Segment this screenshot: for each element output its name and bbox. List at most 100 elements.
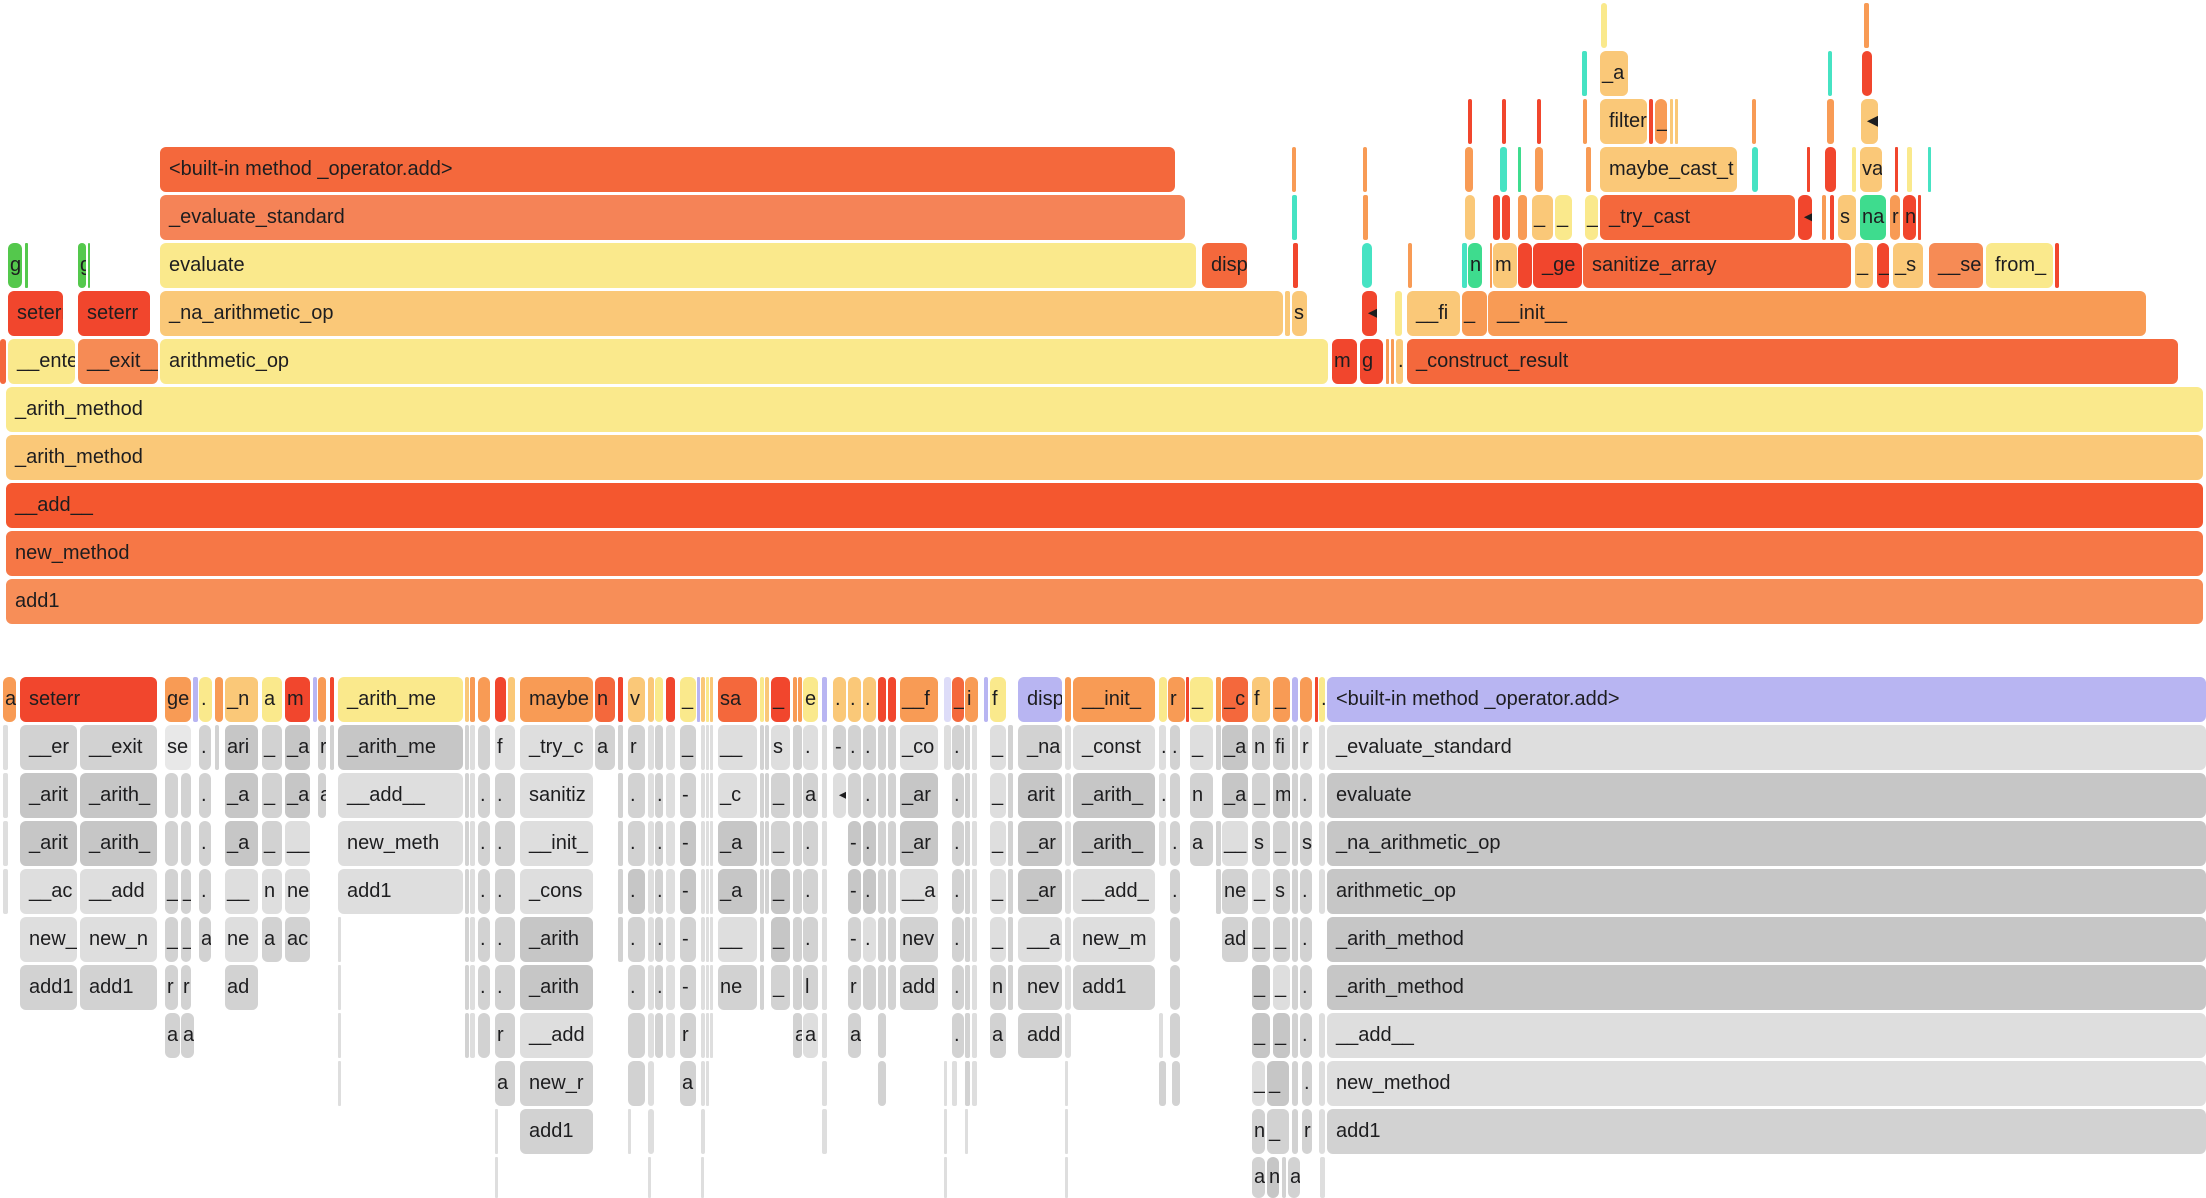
frame-block[interactable]: r bbox=[628, 725, 645, 770]
frame-block[interactable] bbox=[1583, 99, 1587, 144]
frame-block[interactable]: _arith_ bbox=[80, 773, 157, 818]
frame-block[interactable] bbox=[1319, 1013, 1325, 1058]
frame-block[interactable] bbox=[706, 677, 709, 722]
frame-block[interactable] bbox=[648, 965, 654, 1010]
frame-block[interactable]: . bbox=[1170, 869, 1180, 914]
frame-block[interactable] bbox=[1065, 1013, 1071, 1058]
frame-block[interactable]: . bbox=[952, 773, 964, 818]
frame-block[interactable] bbox=[793, 965, 802, 1010]
frame-block[interactable] bbox=[1518, 147, 1521, 192]
frame-block[interactable]: . bbox=[952, 869, 964, 914]
frame-block[interactable]: v bbox=[628, 677, 645, 722]
frame-block[interactable] bbox=[338, 1013, 341, 1058]
frame-block[interactable]: . bbox=[478, 917, 490, 962]
frame-block[interactable]: _a bbox=[1222, 773, 1248, 818]
frame-block[interactable]: . bbox=[628, 965, 645, 1010]
frame-block[interactable] bbox=[1862, 51, 1872, 96]
frame-block[interactable]: f bbox=[1252, 677, 1270, 722]
frame-block[interactable] bbox=[822, 965, 827, 1010]
frame-block[interactable] bbox=[1216, 725, 1221, 770]
frame-block[interactable] bbox=[888, 725, 896, 770]
frame-block[interactable]: _ bbox=[1273, 1013, 1290, 1058]
frame-block[interactable]: _a bbox=[1222, 725, 1248, 770]
frame-block[interactable]: __exit bbox=[80, 725, 157, 770]
frame-block[interactable] bbox=[618, 869, 623, 914]
frame-block[interactable] bbox=[1807, 147, 1810, 192]
frame-block[interactable]: _ar bbox=[1018, 821, 1062, 866]
frame-block[interactable]: _ bbox=[771, 917, 790, 962]
frame-block[interactable]: . bbox=[952, 821, 964, 866]
frame-block[interactable]: _arith_ bbox=[1073, 773, 1155, 818]
frame-block[interactable] bbox=[1822, 195, 1826, 240]
frame-block[interactable] bbox=[465, 965, 469, 1010]
frame-block[interactable] bbox=[618, 725, 623, 770]
frame-block[interactable] bbox=[701, 1061, 705, 1106]
frame-block[interactable] bbox=[848, 773, 861, 818]
frame-block[interactable]: _ bbox=[181, 917, 191, 962]
frame-block[interactable] bbox=[706, 773, 709, 818]
frame-block[interactable]: . bbox=[952, 917, 964, 962]
frame-block[interactable]: a bbox=[990, 1013, 1006, 1058]
frame-block[interactable] bbox=[760, 725, 764, 770]
frame-block[interactable]: __ bbox=[225, 869, 258, 914]
frame-block[interactable] bbox=[1065, 965, 1071, 1010]
frame-block[interactable] bbox=[972, 821, 977, 866]
frame-block[interactable]: n bbox=[1190, 773, 1213, 818]
frame-block[interactable] bbox=[1500, 147, 1507, 192]
frame-block[interactable] bbox=[628, 1013, 645, 1058]
frame-block[interactable] bbox=[470, 917, 475, 962]
frame-block[interactable]: _ bbox=[1252, 1061, 1265, 1106]
frame-block[interactable] bbox=[701, 965, 705, 1010]
frame-block[interactable] bbox=[1170, 917, 1180, 962]
frame-block[interactable] bbox=[793, 725, 802, 770]
frame-block[interactable] bbox=[822, 821, 827, 866]
frame-block[interactable] bbox=[1586, 147, 1591, 192]
frame-block[interactable] bbox=[952, 1061, 957, 1106]
frame-block[interactable] bbox=[965, 773, 970, 818]
frame-block[interactable]: . bbox=[803, 917, 818, 962]
frame-block[interactable] bbox=[793, 917, 802, 962]
frame-block[interactable] bbox=[1172, 1061, 1180, 1106]
frame-block[interactable] bbox=[628, 1061, 645, 1106]
frame-block[interactable]: _ bbox=[1273, 965, 1290, 1010]
frame-block[interactable] bbox=[760, 677, 764, 722]
frame-block[interactable]: _ bbox=[1252, 1013, 1270, 1058]
frame-block[interactable]: se bbox=[165, 725, 191, 770]
frame-block[interactable] bbox=[618, 677, 623, 722]
frame-block[interactable] bbox=[1518, 243, 1532, 288]
frame-block[interactable]: _ bbox=[771, 773, 790, 818]
frame-block[interactable]: _arith bbox=[520, 965, 593, 1010]
frame-block[interactable]: _ bbox=[1273, 821, 1290, 866]
frame-block[interactable] bbox=[1065, 1109, 1068, 1154]
frame-block[interactable]: . bbox=[863, 917, 876, 962]
frame-block[interactable] bbox=[1292, 725, 1298, 770]
frame-block[interactable]: nev bbox=[1018, 965, 1062, 1010]
frame-block[interactable]: a bbox=[262, 917, 282, 962]
frame-block[interactable] bbox=[710, 677, 713, 722]
frame-block[interactable] bbox=[710, 773, 713, 818]
frame-block[interactable] bbox=[793, 869, 802, 914]
frame-block[interactable] bbox=[1601, 3, 1607, 48]
frame-block[interactable]: n bbox=[990, 965, 1006, 1010]
frame-block[interactable] bbox=[765, 869, 769, 914]
frame-block[interactable] bbox=[1537, 99, 1541, 144]
frame-block[interactable]: ne bbox=[718, 965, 757, 1010]
frame-block[interactable]: n bbox=[1267, 1157, 1279, 1198]
frame-block[interactable] bbox=[1830, 195, 1834, 240]
frame-block[interactable] bbox=[1008, 821, 1013, 866]
frame-block[interactable] bbox=[470, 773, 475, 818]
frame-block[interactable]: r bbox=[181, 965, 191, 1010]
frame-block[interactable]: _na_arithmetic_op bbox=[1327, 821, 2206, 866]
frame-block[interactable] bbox=[1282, 1157, 1286, 1198]
frame-block[interactable]: s bbox=[1300, 821, 1312, 866]
frame-block[interactable]: . bbox=[478, 965, 490, 1010]
frame-block[interactable]: _arit bbox=[20, 773, 77, 818]
frame-block[interactable] bbox=[888, 965, 896, 1010]
frame-block[interactable] bbox=[878, 1061, 886, 1106]
frame-block[interactable] bbox=[944, 677, 951, 722]
frame-block[interactable] bbox=[701, 1109, 705, 1154]
frame-block[interactable] bbox=[972, 965, 977, 1010]
frame-block[interactable] bbox=[984, 677, 988, 722]
frame-block[interactable]: ne bbox=[1222, 869, 1248, 914]
frame-block[interactable]: _a bbox=[285, 773, 310, 818]
